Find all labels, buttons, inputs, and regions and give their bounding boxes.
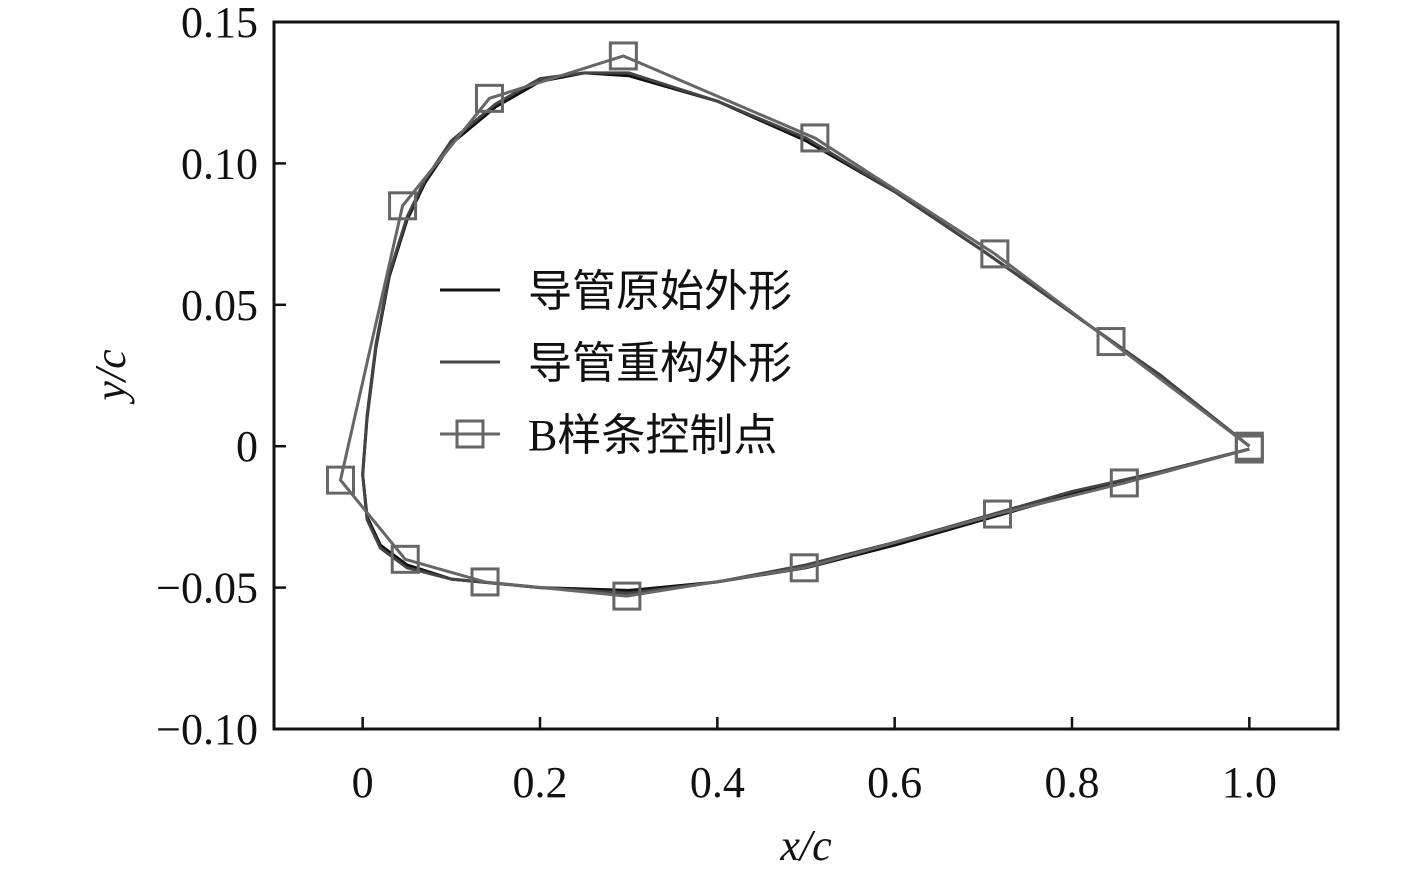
legend-marker (455, 419, 485, 449)
y-tick-label: −0.10 (156, 705, 258, 754)
plot-frame (272, 20, 1340, 731)
control-point (470, 567, 500, 597)
y-tick-label: 0.10 (181, 139, 258, 188)
control-point (983, 499, 1013, 529)
control-point (326, 465, 355, 495)
x-tick-label: 0.8 (1045, 758, 1100, 807)
y-tick-label: 0.05 (181, 281, 258, 330)
control-point (789, 553, 819, 583)
legend-label: 导管原始外形 (528, 267, 792, 316)
x-axis-label: x/c (779, 821, 832, 870)
control-point (1234, 434, 1264, 464)
control-point (800, 123, 830, 153)
legend-label: B样条控制点 (528, 411, 777, 460)
control-point (390, 544, 420, 574)
control-point (1096, 327, 1126, 357)
y-tick-label: 0 (236, 422, 258, 471)
x-tick-label: 0 (352, 758, 374, 807)
x-tick-label: 1.0 (1222, 758, 1277, 807)
y-tick-label: −0.05 (156, 564, 258, 613)
control-point (608, 41, 638, 71)
control-point (612, 581, 642, 611)
y-axis-label: y/c (86, 349, 135, 405)
x-tick-label: 0.4 (690, 758, 745, 807)
control-point (1109, 468, 1139, 498)
control-point (388, 191, 418, 221)
legend-label: 导管重构外形 (528, 339, 792, 388)
y-tick-label: 0.15 (181, 0, 258, 47)
x-tick-label: 0.2 (513, 758, 568, 807)
x-tick-label: 0.6 (867, 758, 922, 807)
series-line (338, 54, 1251, 598)
series-line (361, 71, 1251, 595)
control-point (474, 83, 504, 113)
control-point (980, 239, 1010, 269)
